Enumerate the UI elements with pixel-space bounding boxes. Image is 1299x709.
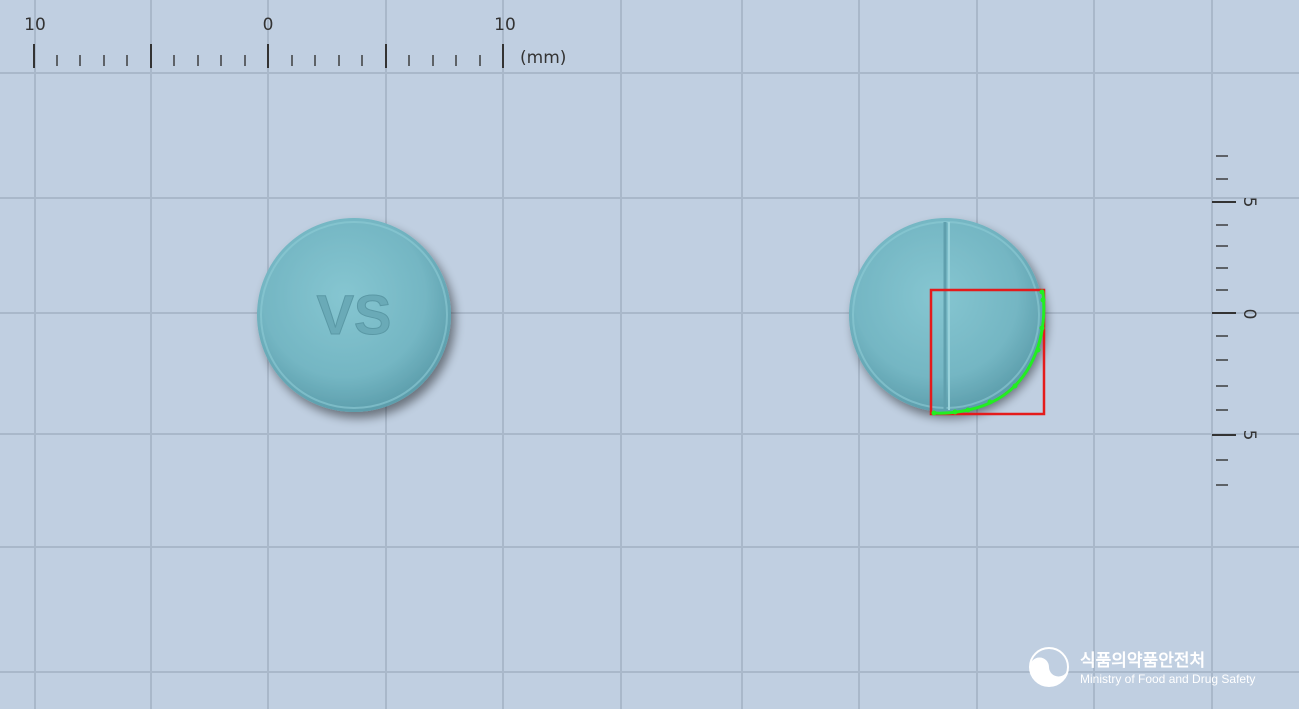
right-ruler-label-top: 5 (1239, 197, 1259, 208)
edge-markers (931, 289, 1046, 416)
top-ruler-label-right: 10 (494, 15, 516, 35)
tablet-front (257, 218, 451, 412)
top-ruler-label-center: 0 (263, 15, 274, 35)
mfds-logo: 식품의약품안전처 Ministry of Food and Drug Safet… (1029, 647, 1255, 687)
right-ruler: 5 0 5 (1212, 155, 1259, 486)
mfds-emblem-icon (1029, 647, 1069, 687)
top-ruler-label-left: 10 (24, 15, 46, 35)
logo-english-name: Ministry of Food and Drug Safety (1080, 672, 1255, 686)
top-ruler: 10 0 10 (mm) (24, 15, 566, 68)
top-ruler-unit: (mm) (520, 48, 566, 68)
tablet-imprint: VS (317, 283, 392, 346)
tablet-score-line (943, 222, 950, 410)
right-ruler-label-bottom: 5 (1239, 430, 1259, 441)
selection-box (929, 288, 1046, 416)
right-ruler-label-center: 0 (1239, 309, 1259, 320)
logo-korean-name: 식품의약품안전처 (1080, 650, 1205, 671)
